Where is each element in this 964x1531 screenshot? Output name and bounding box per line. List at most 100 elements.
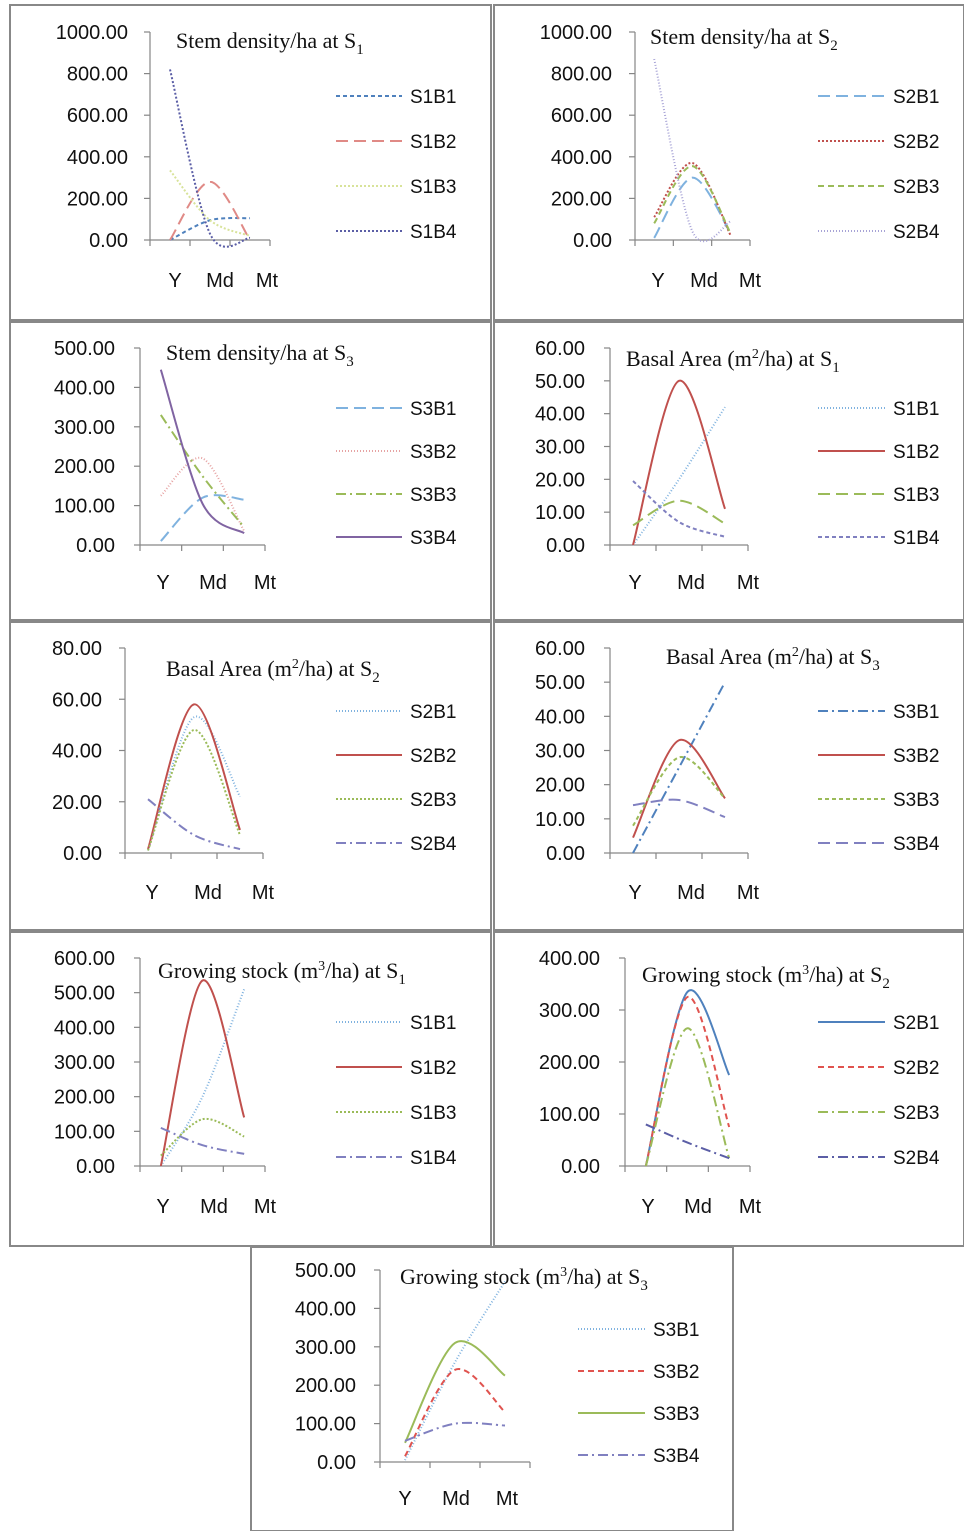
chart-panel-1: 0.00 200.00 400.00 600.00 800.00 1000.00 Y Md Mt… <box>9 4 492 321</box>
y-tick-label: 1000.00 <box>56 22 128 44</box>
series-line-S3B2 <box>632 739 726 839</box>
y-tick-label: 30.00 <box>535 741 585 763</box>
y-tick-label: 20.00 <box>52 792 102 814</box>
panel-border <box>493 321 964 621</box>
y-tick-label: 40.00 <box>535 404 585 426</box>
series-line-S3B3 <box>160 414 245 528</box>
series-line-S1B4 <box>169 69 251 248</box>
y-tick-label: 0.00 <box>76 1156 115 1178</box>
x-tick-label: Y <box>168 270 181 292</box>
legend-label: S2B4 <box>893 222 940 243</box>
x-tick-label: Md <box>677 882 705 904</box>
x-tick-label: Md <box>677 572 705 594</box>
series-line-S2B2 <box>147 703 241 850</box>
chart-title: Growing stock (m3/ha) at S2 <box>642 962 890 992</box>
y-tick-label: 200.00 <box>551 188 612 210</box>
legend-label: S3B3 <box>893 790 939 811</box>
y-tick-label: 40.00 <box>52 741 102 763</box>
legend-label: S2B2 <box>410 746 456 767</box>
y-tick-label: 100.00 <box>539 1104 600 1126</box>
x-tick-label: Y <box>641 1196 654 1218</box>
y-tick-label: 10.00 <box>535 809 585 831</box>
y-tick-label: 100.00 <box>54 1121 115 1143</box>
y-tick-label: 80.00 <box>52 638 102 660</box>
series-line-S2B3 <box>653 165 732 235</box>
x-tick-label: Mt <box>254 572 277 594</box>
legend-label: S2B2 <box>893 1058 939 1079</box>
panel-border <box>250 1246 734 1531</box>
x-tick-label: Mt <box>739 1196 762 1218</box>
series-line-S1B2 <box>169 180 251 241</box>
chart-title: Stem density/ha at S3 <box>166 340 354 370</box>
chart-title: Basal Area (m2/ha) at S2 <box>166 656 380 686</box>
legend-label: S1B2 <box>893 442 939 463</box>
legend-label: S1B4 <box>410 222 457 243</box>
y-tick-label: 0.00 <box>546 535 585 557</box>
legend-label: S1B1 <box>410 1013 456 1034</box>
x-tick-label: Md <box>442 1488 470 1510</box>
legend-label: S2B2 <box>893 132 939 153</box>
y-tick-label: 600.00 <box>67 105 128 127</box>
x-tick-label: Md <box>194 882 222 904</box>
chart-panel-3: 0.00 100.00 200.00 300.00 400.00 500.00 Y Md Mt S… <box>9 321 492 621</box>
series-line-S2B3 <box>147 729 241 851</box>
series-line-S1B1 <box>159 988 246 1167</box>
y-tick-label: 60.00 <box>52 689 102 711</box>
legend-label: S3B4 <box>653 1446 700 1467</box>
legend-label: S3B1 <box>653 1320 699 1341</box>
x-tick-label: Mt <box>739 270 762 292</box>
y-tick-label: 100.00 <box>54 496 115 518</box>
legend-label: S2B1 <box>410 702 456 723</box>
chart-panel-9: 0.00 100.00 200.00 300.00 400.00 500.00 Y Md Mt S… <box>250 1246 734 1531</box>
y-tick-label: 0.00 <box>76 535 115 557</box>
x-tick-label: Y <box>651 270 664 292</box>
legend-label: S3B2 <box>893 746 939 767</box>
x-tick-label: Mt <box>256 270 279 292</box>
legend-label: S2B3 <box>893 177 939 198</box>
legend-label: S3B3 <box>410 485 456 506</box>
y-tick-label: 60.00 <box>535 638 585 660</box>
legend-label: S3B2 <box>410 442 456 463</box>
chart-title: Growing stock (m3/ha) at S3 <box>400 1264 648 1294</box>
x-tick-label: Y <box>628 882 641 904</box>
y-tick-label: 40.00 <box>535 706 585 728</box>
legend-label: S2B3 <box>410 790 456 811</box>
y-tick-label: 0.00 <box>573 230 612 252</box>
series-line-S1B2 <box>632 379 726 546</box>
series-line-S2B1 <box>653 176 732 239</box>
y-tick-label: 600.00 <box>551 105 612 127</box>
y-tick-label: 800.00 <box>67 64 128 86</box>
series-line-S2B2 <box>653 162 732 237</box>
x-tick-label: Md <box>200 1196 228 1218</box>
y-tick-label: 0.00 <box>89 230 128 252</box>
series-line-S1B1 <box>632 406 726 546</box>
y-tick-label: 1000.00 <box>540 22 612 44</box>
series-line-S1B3 <box>160 1117 245 1157</box>
y-tick-label: 600.00 <box>54 948 115 970</box>
y-tick-label: 30.00 <box>535 437 585 459</box>
legend-label: S1B3 <box>410 177 456 198</box>
panel-border <box>493 621 964 931</box>
panel-border <box>493 4 964 321</box>
legend-label: S3B3 <box>653 1404 699 1425</box>
y-tick-label: 200.00 <box>295 1375 356 1397</box>
y-tick-label: 300.00 <box>54 417 115 439</box>
x-tick-label: Y <box>145 882 158 904</box>
y-tick-label: 400.00 <box>54 377 115 399</box>
legend-label: S3B1 <box>410 399 456 420</box>
series-line-S1B4 <box>632 480 726 538</box>
x-tick-label: Y <box>628 572 641 594</box>
x-tick-label: Md <box>690 270 718 292</box>
y-tick-label: 400.00 <box>539 948 600 970</box>
y-tick-label: 0.00 <box>561 1156 600 1178</box>
legend-label: S1B3 <box>893 485 939 506</box>
y-tick-label: 20.00 <box>535 775 585 797</box>
y-tick-label: 400.00 <box>54 1017 115 1039</box>
y-tick-label: 60.00 <box>535 338 585 360</box>
y-tick-label: 500.00 <box>295 1260 356 1282</box>
legend-label: S2B1 <box>893 87 939 108</box>
legend-label: S2B1 <box>893 1013 939 1034</box>
y-tick-label: 0.00 <box>546 843 585 865</box>
